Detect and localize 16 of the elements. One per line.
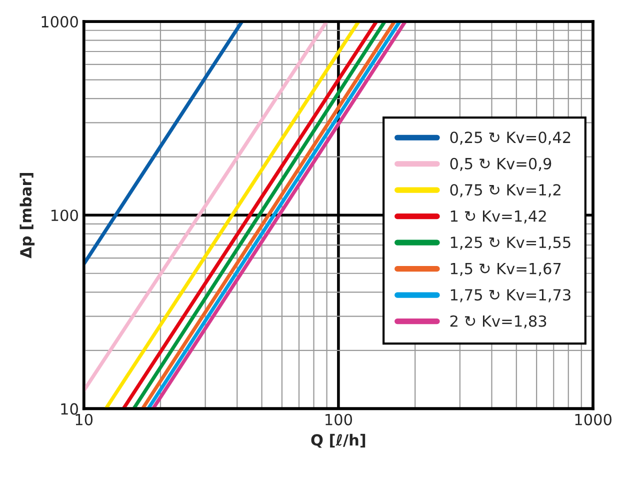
legend-label: 1 ↻ Kv=1,42	[450, 210, 546, 224]
x-tick-label: 100	[326, 414, 352, 426]
x-axis-title: Q [ℓ/h]	[311, 434, 366, 448]
legend-label: 2 ↻ Kv=1,83	[450, 315, 546, 328]
y-axis-title: Δp [mbar]	[20, 173, 35, 258]
legend-label: 1,25 ↻ Kv=1,55	[450, 236, 570, 250]
legend-label: 0,75 ↻ Kv=1,2	[450, 184, 560, 198]
y-tick-label: 1000	[42, 16, 78, 28]
legend-label: 0,25 ↻ Kv=0,42	[450, 132, 570, 145]
legend-label: 1,5 ↻ Kv=1,67	[450, 262, 561, 276]
legend-label: 1,75 ↻ Kv=1,73	[450, 289, 570, 302]
y-tick-label: 10	[61, 403, 78, 415]
x-tick-label: 1000	[575, 414, 612, 426]
legend-label: 0,5 ↻ Kv=0,9	[450, 158, 552, 171]
y-tick-label: 100	[51, 210, 78, 222]
x-tick-label: 10	[76, 414, 93, 426]
